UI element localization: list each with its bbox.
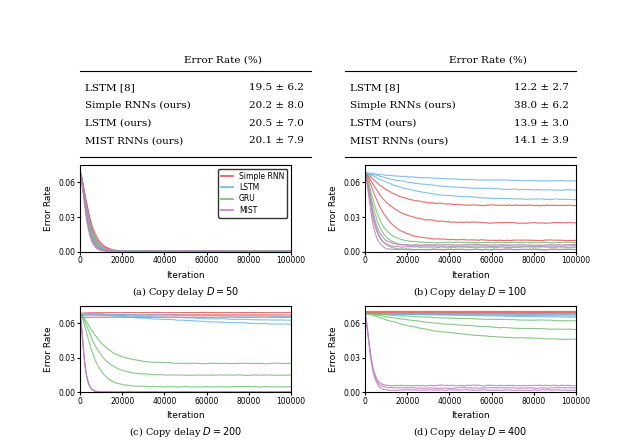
- Text: (a) Copy delay $D = 50$: (a) Copy delay $D = 50$: [132, 285, 239, 299]
- Text: 14.1 ± 3.9: 14.1 ± 3.9: [514, 136, 569, 146]
- Text: LSTM [8]: LSTM [8]: [84, 83, 134, 92]
- Text: (c) Copy delay $D = 200$: (c) Copy delay $D = 200$: [129, 426, 242, 440]
- Text: Simple RNNs (ours): Simple RNNs (ours): [350, 101, 456, 110]
- Text: MIST RNNs (ours): MIST RNNs (ours): [84, 136, 183, 146]
- Text: LSTM (ours): LSTM (ours): [84, 119, 151, 127]
- Text: 13.9 ± 3.0: 13.9 ± 3.0: [514, 119, 569, 127]
- X-axis label: Iteration: Iteration: [451, 270, 490, 280]
- Y-axis label: Error Rate: Error Rate: [329, 326, 338, 372]
- Y-axis label: Error Rate: Error Rate: [44, 186, 53, 231]
- Text: 12.2 ± 2.7: 12.2 ± 2.7: [514, 83, 569, 92]
- X-axis label: Iteration: Iteration: [451, 411, 490, 420]
- Text: (b) Copy delay $D = 100$: (b) Copy delay $D = 100$: [413, 285, 527, 299]
- Y-axis label: Error Rate: Error Rate: [44, 326, 53, 372]
- Text: (d) Copy delay $D = 400$: (d) Copy delay $D = 400$: [413, 426, 527, 440]
- Text: LSTM [8]: LSTM [8]: [350, 83, 399, 92]
- Text: Simple RNNs (ours): Simple RNNs (ours): [84, 101, 190, 110]
- Legend: Simple RNN, LSTM, GRU, MIST: Simple RNN, LSTM, GRU, MIST: [218, 169, 287, 218]
- X-axis label: Iteration: Iteration: [166, 270, 205, 280]
- Text: 20.5 ± 7.0: 20.5 ± 7.0: [249, 119, 304, 127]
- Y-axis label: Error Rate: Error Rate: [329, 186, 338, 231]
- Text: 38.0 ± 6.2: 38.0 ± 6.2: [514, 101, 569, 110]
- Text: 20.2 ± 8.0: 20.2 ± 8.0: [249, 101, 304, 110]
- Text: MIST RNNs (ours): MIST RNNs (ours): [350, 136, 448, 146]
- Text: Error Rate (%): Error Rate (%): [184, 56, 262, 65]
- Text: 20.1 ± 7.9: 20.1 ± 7.9: [249, 136, 304, 146]
- Text: LSTM (ours): LSTM (ours): [350, 119, 416, 127]
- Text: Error Rate (%): Error Rate (%): [449, 56, 527, 65]
- Text: 19.5 ± 6.2: 19.5 ± 6.2: [249, 83, 304, 92]
- X-axis label: Iteration: Iteration: [166, 411, 205, 420]
